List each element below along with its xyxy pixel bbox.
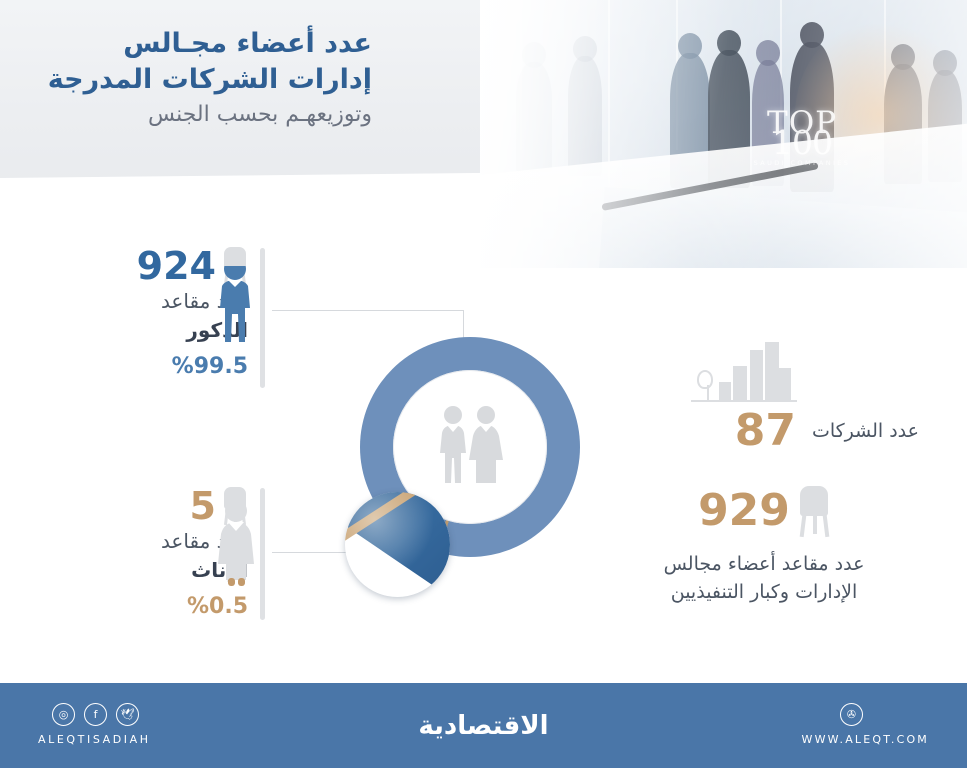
female-person-icon	[215, 500, 257, 586]
total-seats-value: 929	[698, 485, 790, 536]
total-seats-label-1: عدد مقاعد أعضاء مجالس	[663, 553, 865, 575]
twitter-icon[interactable]: 🕊	[116, 703, 139, 726]
page-title: عدد أعضاء مجـالس إدارات الشركات المدرجة …	[42, 26, 373, 132]
social-links[interactable]: ◎ f 🕊	[52, 703, 139, 726]
publisher-logo: الاقتصادية	[418, 711, 549, 741]
female-seats-percent: %0.5	[186, 594, 248, 619]
male-person-icon	[213, 255, 257, 344]
divider-males	[260, 248, 265, 388]
watermark-subtitle: SAUDI COMPANIES	[753, 159, 851, 167]
buildings-icon	[689, 340, 799, 402]
female-slice-magnifier	[345, 492, 450, 597]
hero-photo: TOP 100 SAUDI COMPANIES	[480, 0, 967, 268]
facebook-icon[interactable]: f	[84, 703, 107, 726]
globe-icon: ✇	[840, 703, 863, 726]
male-seats-label-2: الذكور	[186, 318, 248, 342]
footer-bar: ◎ f 🕊 ALEQTISADIAH الاقتصادية ✇ WWW.ALEQ…	[0, 683, 967, 768]
magnifier-glass-sheen	[345, 492, 450, 597]
title-line-2: إدارات الشركات المدرجة	[47, 64, 373, 95]
social-handle: ALEQTISADIAH	[38, 733, 151, 746]
divider-females	[260, 488, 265, 620]
top-100-watermark: TOP 100 SAUDI COMPANIES	[742, 105, 862, 168]
stat-block-total-seats: 929 عدد مقاعد أعضاء مجالس الإدارات وكبار…	[579, 486, 949, 606]
female-seats-value: 5	[189, 484, 216, 528]
stat-block-companies: عدد الشركات 87	[667, 340, 947, 454]
chair-icon	[799, 486, 830, 538]
watermark-number: 100	[772, 123, 833, 162]
leader-line-females	[272, 552, 352, 553]
instagram-icon[interactable]: ◎	[52, 703, 75, 726]
leader-line-males	[272, 310, 464, 311]
male-seats-percent: %99.5	[171, 354, 248, 379]
website-url[interactable]: WWW.ALEQT.COM	[801, 733, 929, 746]
leader-line-males-vertical	[463, 310, 464, 348]
male-female-pair-icon	[420, 397, 520, 497]
companies-label: عدد الشركات	[811, 420, 919, 442]
male-seats-value: 924	[136, 244, 216, 288]
title-line-3: وتوزيعهـم بحسب الجنس	[148, 102, 372, 127]
companies-value: 87	[734, 405, 796, 456]
title-line-1: عدد أعضاء مجـالس	[123, 28, 372, 59]
total-seats-label-2: الإدارات وكبار التنفيذيين	[670, 581, 858, 603]
watermark-top-text: TOP	[767, 105, 837, 141]
